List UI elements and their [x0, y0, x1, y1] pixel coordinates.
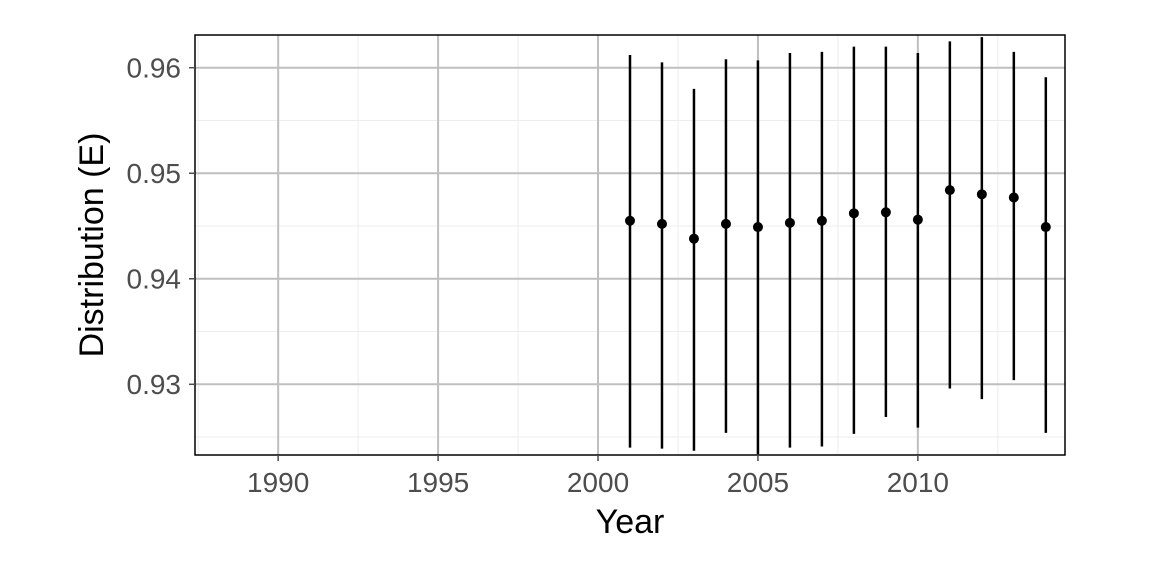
chart-container: 1990 1995 2000 2005 2010 0.93 0.94 0.95 0.96 Year…: [0, 0, 1152, 576]
x-tick-label: 1990: [247, 467, 309, 498]
x-tick-label: 2005: [727, 467, 789, 498]
x-tick-label: 2010: [887, 467, 949, 498]
x-tick-label: 1995: [407, 467, 469, 498]
data-point: [817, 216, 827, 226]
data-point: [753, 222, 763, 232]
data-point: [945, 185, 955, 195]
y-axis-title: Distribution (E): [73, 133, 111, 358]
data-point: [849, 208, 859, 218]
data-point: [1041, 222, 1051, 232]
data-point: [657, 219, 667, 229]
distribution-chart: 1990 1995 2000 2005 2010 0.93 0.94 0.95 0.96 Year…: [0, 0, 1152, 576]
y-tick-label: 0.96: [127, 53, 182, 84]
y-tick-label: 0.94: [127, 264, 182, 295]
data-point: [721, 219, 731, 229]
x-axis-title: Year: [596, 503, 665, 541]
data-point: [913, 215, 923, 225]
data-point: [881, 207, 891, 217]
y-tick-label: 0.95: [127, 158, 182, 189]
data-point: [977, 189, 987, 199]
x-tick-label: 2000: [567, 467, 629, 498]
data-point: [785, 218, 795, 228]
data-point: [625, 216, 635, 226]
data-point: [1009, 193, 1019, 203]
data-point: [689, 234, 699, 244]
y-tick-label: 0.93: [127, 369, 182, 400]
